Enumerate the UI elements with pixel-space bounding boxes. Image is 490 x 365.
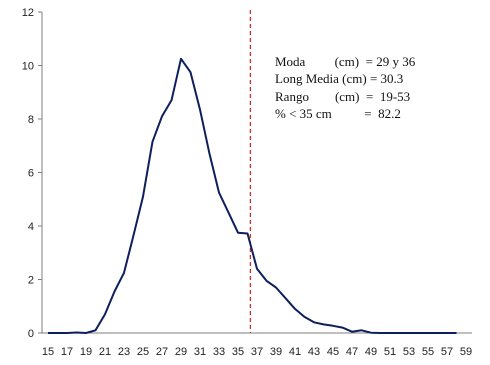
annotation-long-media: Long Media (cm) = 30.3: [275, 71, 403, 86]
x-tick-label: 57: [441, 346, 453, 358]
y-tick-label: 4: [28, 221, 34, 233]
y-tick-label: 12: [22, 7, 34, 19]
x-tick-label: 31: [194, 346, 206, 358]
x-tick-label: 21: [99, 346, 111, 358]
x-tick-labels: 15 17 19 21 23 25 27 29 31 33 35 37 39 41 43 45 47 49 51 53…: [42, 346, 472, 358]
x-tick-label: 15: [42, 346, 54, 358]
y-tick-label: 6: [28, 168, 34, 180]
annotation-moda: Moda (cm) = 29 y 36: [275, 54, 416, 69]
x-tick-label: 33: [213, 346, 225, 358]
annotation-percent-under-35: % < 35 cm = 82.2: [275, 106, 401, 121]
x-tick-label: 59: [460, 346, 472, 358]
y-tick-label: 0: [28, 328, 34, 340]
x-tick-label: 23: [118, 346, 130, 358]
x-tick-label: 45: [327, 346, 339, 358]
y-tick-label: 8: [28, 114, 34, 126]
annotation-rango: Rango (cm) = 19-53: [275, 89, 410, 104]
x-tick-label: 35: [232, 346, 244, 358]
x-tick-label: 27: [156, 346, 168, 358]
x-tick-label: 41: [289, 346, 301, 358]
x-tick-label: 55: [422, 346, 434, 358]
x-tick-label: 47: [346, 346, 358, 358]
series-line: [48, 57, 457, 334]
x-tick-label: 37: [251, 346, 263, 358]
x-tick-label: 43: [308, 346, 320, 358]
y-tick-label: 10: [22, 61, 34, 73]
x-tick-label: 17: [61, 346, 73, 358]
x-tick-label: 53: [403, 346, 415, 358]
y-tick-label: 2: [28, 275, 34, 287]
x-tick-label: 49: [365, 346, 377, 358]
x-tick-label: 29: [175, 346, 187, 358]
annotation-box: Moda (cm) = 29 y 36 Long Media (cm) = 30…: [275, 54, 416, 121]
x-tick-label: 39: [270, 346, 282, 358]
x-tick-label: 51: [384, 346, 396, 358]
x-tick-label: 25: [137, 346, 149, 358]
y-tick-labels: 0 2 4 6 8 10 12: [22, 7, 42, 340]
x-tick-label: 19: [80, 346, 92, 358]
